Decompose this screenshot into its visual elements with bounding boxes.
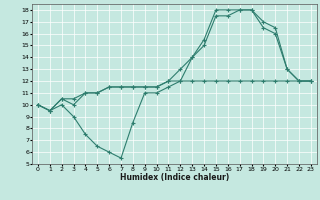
X-axis label: Humidex (Indice chaleur): Humidex (Indice chaleur) — [120, 173, 229, 182]
